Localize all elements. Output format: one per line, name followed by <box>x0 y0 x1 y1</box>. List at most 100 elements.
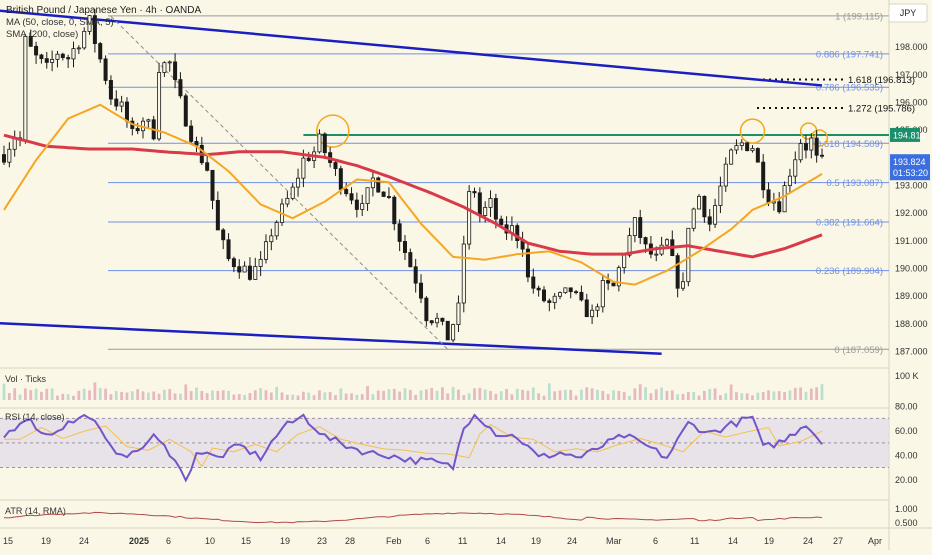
candle-body <box>173 61 178 80</box>
candle-body <box>472 191 477 194</box>
volume-bar <box>232 394 236 400</box>
candle-body <box>483 206 488 216</box>
volume-bar <box>104 388 107 400</box>
volume-bar <box>45 388 49 400</box>
volume-bar <box>665 390 669 400</box>
candle-body <box>627 235 632 256</box>
volume-bar <box>334 395 337 400</box>
candle-body <box>157 72 162 140</box>
volume-bar <box>451 387 455 400</box>
channel-upper-line <box>0 9 823 87</box>
candle-body <box>247 265 252 280</box>
volume-bar <box>494 393 498 400</box>
price-tick-label: 189.000 <box>895 291 928 301</box>
candle-body <box>44 58 49 63</box>
candle-body <box>803 143 808 151</box>
volume-bar <box>510 394 514 400</box>
volume-bar <box>815 387 819 400</box>
fib-level-label: 0.382 (191.664) <box>816 217 883 228</box>
rsi-legend[interactable]: RSI (14, close) <box>5 412 65 422</box>
candle-body <box>119 101 124 107</box>
volume-bar <box>82 388 86 400</box>
candle-body <box>124 101 129 122</box>
price-axis[interactable]: 198.000197.000196.000195.000194.000193.0… <box>890 42 930 356</box>
time-axis[interactable]: 15 19 24 2025 6 10 15 19 23 28 Feb 6 11 14 19 24 Mar 6 11 1… <box>3 536 882 546</box>
volume-legend[interactable]: Vol · Ticks <box>5 374 47 384</box>
candle-body <box>285 197 290 205</box>
extension-label: 1.272 (195.786) <box>848 103 915 114</box>
atr-legend[interactable]: ATR (14, RMA) <box>5 506 66 516</box>
candle-body <box>429 320 434 324</box>
candle-body <box>34 45 39 56</box>
currency-badge[interactable] <box>888 3 928 23</box>
volume-bar <box>633 388 637 400</box>
candle-body <box>242 265 247 273</box>
time-tick-label: 11 <box>458 536 467 546</box>
volume-bar <box>130 391 134 400</box>
candle-body <box>616 267 621 287</box>
volume-bar <box>168 389 172 400</box>
volume-bar <box>253 390 257 400</box>
volume-bar <box>72 395 75 400</box>
channel-lower-line <box>0 322 662 355</box>
time-tick-label: Feb <box>386 536 402 546</box>
volume-bar <box>809 388 813 400</box>
volume-bar <box>777 391 781 400</box>
candle-body <box>713 205 718 225</box>
candle-body <box>92 15 97 44</box>
volume-bar <box>590 388 594 400</box>
candle-body <box>263 241 268 260</box>
candle-body <box>435 317 440 324</box>
volume-bar <box>649 393 653 400</box>
volume-bar <box>280 392 284 400</box>
time-tick-label: 15 <box>3 536 13 546</box>
volume-bar <box>745 393 749 400</box>
candle-body <box>114 98 119 107</box>
volume-bar <box>430 387 434 400</box>
symbol-title[interactable]: British Pound / Japanese Yen · 4h · OAND… <box>6 5 201 16</box>
volume-bar <box>692 392 696 400</box>
price-tick-label: 197.000 <box>895 70 928 80</box>
candle-body <box>675 255 680 289</box>
candle-body <box>338 168 343 190</box>
rsi-tick-label: 40.00 <box>895 451 918 461</box>
volume-bar <box>211 390 214 400</box>
currency-label[interactable]: JPY <box>900 8 917 18</box>
volume-bar <box>173 393 177 400</box>
time-tick-label: 28 <box>345 536 355 546</box>
fibonacci-levels[interactable]: 1 (199.115) 0.886 (197.741) 0.786 (196.535… <box>108 11 915 356</box>
ma50-legend[interactable]: MA (50, close, 0, SMA, 5) <box>6 17 114 28</box>
candle-body <box>739 142 744 147</box>
volume-bar <box>291 394 295 400</box>
candle-body <box>654 253 659 256</box>
candle-body <box>584 299 589 318</box>
volume-bar <box>398 391 402 400</box>
volume-bar <box>307 392 311 400</box>
volume-bar <box>441 387 444 400</box>
candle-body <box>402 241 407 253</box>
candle-body <box>376 177 381 193</box>
volume-bar <box>216 390 220 400</box>
candle-body <box>226 239 231 260</box>
candle-body <box>707 216 712 225</box>
volume-bar <box>237 394 241 400</box>
candle-body <box>167 61 172 64</box>
fib-level-label: 0.618 (194.509) <box>816 139 883 150</box>
time-tick-label: 2025 <box>129 536 149 546</box>
volume-bar <box>783 392 786 400</box>
sma200-legend[interactable]: SMA (200, close) <box>6 29 78 40</box>
volume-bar <box>483 389 487 400</box>
volume-bar <box>7 393 11 400</box>
atr-line <box>3 511 823 524</box>
time-tick-label: 14 <box>496 536 506 546</box>
volume-bar <box>435 390 439 400</box>
drawing-overlays[interactable] <box>0 9 889 355</box>
rsi-pane: 80.00 60.00 40.00 20.00 <box>0 402 918 485</box>
candle-body <box>360 203 365 210</box>
price-tick-label: 192.000 <box>895 208 928 218</box>
volume-bar <box>467 393 471 400</box>
volume-bar <box>793 387 797 400</box>
candle-body <box>451 324 456 341</box>
volume-pane: 100 K <box>2 371 919 400</box>
